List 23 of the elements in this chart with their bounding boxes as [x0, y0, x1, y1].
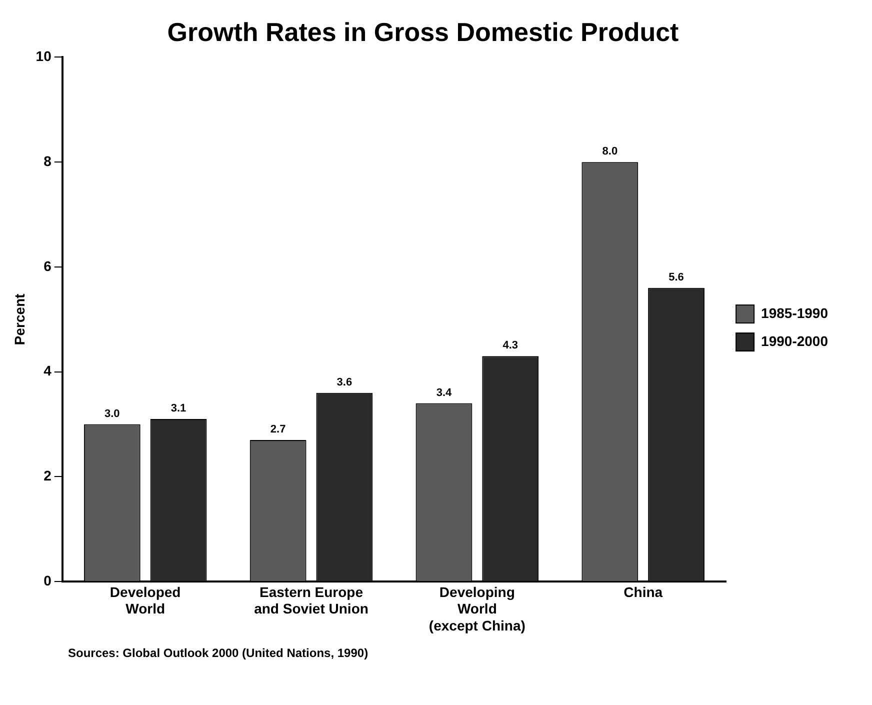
y-tick-label: 2	[44, 468, 52, 484]
legend-label: 1985-1990	[761, 304, 828, 321]
data-label: 3.1	[170, 402, 186, 415]
x-tick-label: China	[624, 584, 663, 600]
y-tick-label: 0	[44, 572, 52, 588]
source-note: Sources: Global Outlook 2000 (United Nations, 1990)	[68, 646, 370, 660]
y-tick-label: 10	[36, 48, 52, 64]
data-label: 3.0	[104, 408, 120, 420]
data-label: 3.6	[336, 376, 352, 388]
y-tick-label: 4	[44, 362, 52, 379]
data-label: 8.0	[602, 146, 618, 158]
data-label: 5.6	[668, 271, 684, 284]
x-tick-label: Eastern Europe and Soviet Union	[254, 584, 368, 617]
data-label: 3.4	[436, 386, 453, 399]
legend-label: 1990-2000	[761, 332, 828, 349]
x-tick-label: Developing World (except China)	[428, 584, 526, 634]
data-label: 2.7	[270, 424, 286, 436]
chart-title: Growth Rates in Gross Domestic Product	[167, 16, 680, 47]
data-label: 4.3	[502, 340, 518, 352]
y-tick-label: 8	[44, 152, 52, 169]
y-tick-label: 6	[44, 258, 52, 274]
y-axis-title: Percent	[11, 293, 28, 346]
x-tick-label: Developed World	[110, 584, 181, 617]
